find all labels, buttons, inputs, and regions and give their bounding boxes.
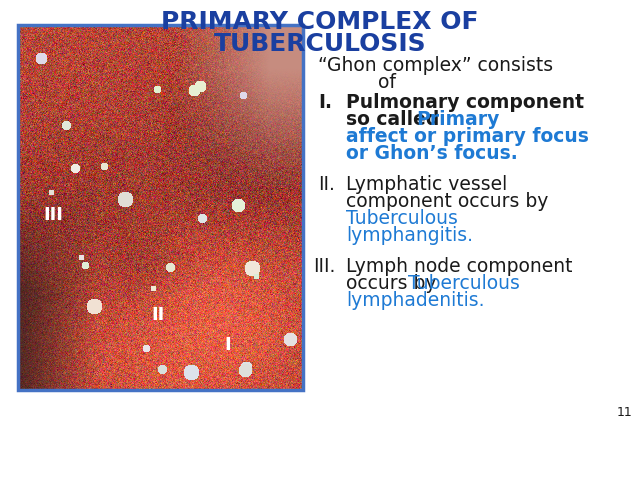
Text: lymphangitis.: lymphangitis. <box>346 226 473 245</box>
Text: Lymphatic vessel: Lymphatic vessel <box>346 175 508 194</box>
Text: component occurs by: component occurs by <box>346 192 548 211</box>
Text: I: I <box>225 336 231 354</box>
Text: “Ghon complex” consists: “Ghon complex” consists <box>318 56 553 75</box>
Text: Lymph node component: Lymph node component <box>346 257 573 276</box>
Text: occurs by: occurs by <box>346 274 442 293</box>
Text: 11: 11 <box>617 406 633 419</box>
Text: III: III <box>43 206 63 224</box>
Text: I.: I. <box>318 94 332 112</box>
Text: II: II <box>152 306 164 324</box>
Text: II.: II. <box>318 175 335 194</box>
Text: Pulmonary component: Pulmonary component <box>346 94 584 112</box>
Text: lymphadenitis.: lymphadenitis. <box>346 290 484 310</box>
Text: Tuberculous: Tuberculous <box>346 209 458 228</box>
Text: III.: III. <box>313 257 335 276</box>
Text: Primary: Primary <box>416 110 499 130</box>
Text: so called: so called <box>346 110 446 130</box>
Bar <box>18 25 303 390</box>
Text: PRIMARY COMPLEX OF: PRIMARY COMPLEX OF <box>161 10 479 34</box>
Text: or Ghon’s focus.: or Ghon’s focus. <box>346 144 518 163</box>
Text: affect or primary focus: affect or primary focus <box>346 127 589 146</box>
Text: of: of <box>378 73 396 92</box>
Text: Tuberculous: Tuberculous <box>408 274 520 293</box>
Text: TUBERCULOSIS: TUBERCULOSIS <box>214 32 426 56</box>
